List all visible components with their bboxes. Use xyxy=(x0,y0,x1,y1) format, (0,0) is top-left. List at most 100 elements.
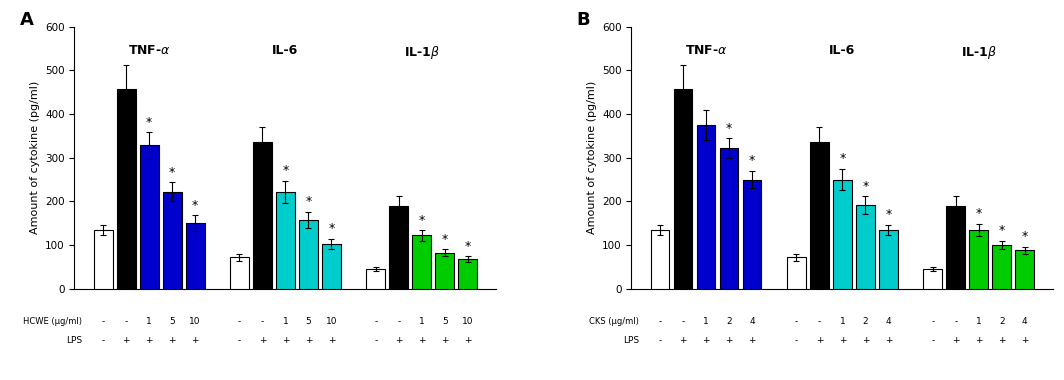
Text: CKS (μg/ml): CKS (μg/ml) xyxy=(589,317,639,326)
Text: *: * xyxy=(999,224,1004,237)
Text: +: + xyxy=(122,336,130,345)
Text: -: - xyxy=(397,317,400,326)
Text: -: - xyxy=(931,336,934,345)
Text: +: + xyxy=(702,336,710,345)
Text: 1: 1 xyxy=(146,317,152,326)
Text: 4: 4 xyxy=(885,317,892,326)
Text: -: - xyxy=(954,317,958,326)
Bar xyxy=(855,205,875,289)
Text: +: + xyxy=(395,336,402,345)
Text: *: * xyxy=(1021,230,1028,243)
Text: 5: 5 xyxy=(169,317,174,326)
Text: -: - xyxy=(375,317,378,326)
Text: +: + xyxy=(816,336,824,345)
Text: 1: 1 xyxy=(419,317,425,326)
Text: *: * xyxy=(465,239,471,253)
Text: -: - xyxy=(238,336,242,345)
Bar xyxy=(366,269,385,289)
Bar xyxy=(139,146,159,289)
Text: +: + xyxy=(418,336,426,345)
Text: 10: 10 xyxy=(189,317,201,326)
Text: +: + xyxy=(259,336,266,345)
Text: -: - xyxy=(795,317,798,326)
Text: +: + xyxy=(464,336,471,345)
Text: -: - xyxy=(659,336,662,345)
Bar xyxy=(1015,250,1034,289)
Text: 4: 4 xyxy=(1021,317,1028,326)
Bar xyxy=(117,89,135,289)
Text: +: + xyxy=(442,336,449,345)
Text: -: - xyxy=(101,336,104,345)
Bar xyxy=(674,89,693,289)
Text: TNF-$\alpha$: TNF-$\alpha$ xyxy=(128,44,170,57)
Bar xyxy=(94,230,113,289)
Text: 10: 10 xyxy=(462,317,473,326)
Bar xyxy=(276,192,295,289)
Text: -: - xyxy=(124,317,128,326)
Bar xyxy=(810,142,829,289)
Text: LPS: LPS xyxy=(624,336,639,345)
Text: 5: 5 xyxy=(442,317,448,326)
Bar xyxy=(993,245,1011,289)
Text: 1: 1 xyxy=(703,317,709,326)
Bar xyxy=(163,192,182,289)
Text: LPS: LPS xyxy=(66,336,82,345)
Text: -: - xyxy=(681,317,684,326)
Bar xyxy=(322,244,340,289)
Text: +: + xyxy=(304,336,312,345)
Text: TNF-$\alpha$: TNF-$\alpha$ xyxy=(684,44,728,57)
Text: +: + xyxy=(952,336,960,345)
Text: +: + xyxy=(146,336,153,345)
Text: +: + xyxy=(192,336,199,345)
Text: +: + xyxy=(1021,336,1029,345)
Text: 5: 5 xyxy=(305,317,312,326)
Text: 2: 2 xyxy=(863,317,868,326)
Text: 1: 1 xyxy=(976,317,982,326)
Text: -: - xyxy=(659,317,662,326)
Text: *: * xyxy=(305,195,312,208)
Bar xyxy=(787,257,805,289)
Bar xyxy=(459,259,478,289)
Text: 4: 4 xyxy=(749,317,754,326)
Bar xyxy=(253,142,272,289)
Text: -: - xyxy=(375,336,378,345)
Text: +: + xyxy=(975,336,982,345)
Text: +: + xyxy=(862,336,869,345)
Text: B: B xyxy=(577,11,591,29)
Text: 1: 1 xyxy=(839,317,845,326)
Text: *: * xyxy=(329,222,334,236)
Bar xyxy=(743,179,762,289)
Bar xyxy=(185,223,204,289)
Bar xyxy=(969,230,988,289)
Text: +: + xyxy=(679,336,686,345)
Text: +: + xyxy=(282,336,289,345)
Bar xyxy=(924,269,943,289)
Bar xyxy=(389,206,409,289)
Text: +: + xyxy=(726,336,733,345)
Text: *: * xyxy=(418,214,425,227)
Text: A: A xyxy=(19,11,33,29)
Bar xyxy=(230,257,249,289)
Text: -: - xyxy=(931,317,934,326)
Text: +: + xyxy=(884,336,892,345)
Text: *: * xyxy=(839,152,846,165)
Text: 2: 2 xyxy=(999,317,1004,326)
Bar xyxy=(946,206,965,289)
Text: +: + xyxy=(748,336,755,345)
Bar xyxy=(435,253,454,289)
Text: IL-6: IL-6 xyxy=(829,44,855,57)
Text: +: + xyxy=(998,336,1005,345)
Text: 2: 2 xyxy=(727,317,732,326)
Text: +: + xyxy=(168,336,176,345)
Text: *: * xyxy=(282,165,288,177)
Text: *: * xyxy=(749,154,755,167)
Bar xyxy=(719,148,738,289)
Text: -: - xyxy=(818,317,821,326)
Text: -: - xyxy=(795,336,798,345)
Text: *: * xyxy=(885,208,892,221)
Text: -: - xyxy=(238,317,242,326)
Text: -: - xyxy=(101,317,104,326)
Text: *: * xyxy=(169,166,176,179)
Text: HCWE (μg/ml): HCWE (μg/ml) xyxy=(23,317,82,326)
Bar xyxy=(299,220,318,289)
